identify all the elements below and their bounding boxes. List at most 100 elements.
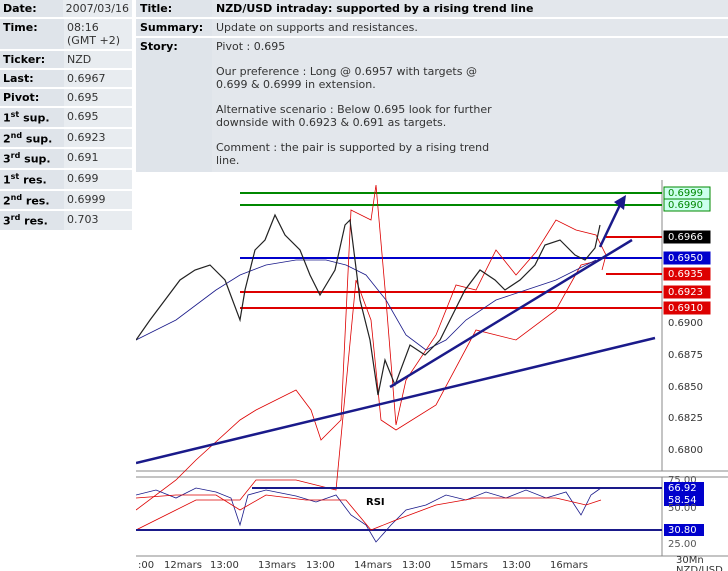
rsi-label: 66.92 — [668, 483, 697, 494]
level-box — [663, 267, 711, 281]
label: Summary: — [136, 19, 212, 36]
info-value: 2007/03/16 — [62, 0, 132, 17]
value-line: 08:16 — [67, 21, 99, 34]
ordinal-number: 2 — [3, 194, 11, 208]
x-label: 13:00 — [306, 560, 335, 571]
ordinal-suffix: st — [10, 171, 20, 181]
value-line: 2007/03/16 — [65, 2, 129, 15]
value-line: 0.6967 — [67, 72, 106, 85]
info-value: 0.699 — [64, 169, 132, 189]
story-paragraph: Alternative scenario : Below 0.695 look … — [216, 103, 492, 129]
level-label: 0.6950 — [668, 253, 703, 264]
info-value: NZD — [64, 51, 132, 68]
level-box — [663, 301, 711, 315]
axis-label: 0.6850 — [668, 382, 703, 393]
label-text: Date: — [3, 2, 37, 15]
label: Story: — [136, 38, 212, 172]
bollinger — [136, 259, 602, 531]
article: Title: NZD/USD intraday: supported by a r… — [136, 0, 728, 174]
info-label: 1st sup. — [0, 108, 64, 127]
chart-bg — [136, 180, 728, 571]
rsi-label: 30.80 — [668, 525, 697, 536]
label-text: res. — [19, 173, 47, 187]
rsi-title: RSI — [366, 497, 385, 508]
value-line: 0.699 — [67, 171, 99, 185]
ordinal-suffix: st — [10, 110, 20, 119]
info-row: 1st res. 0.699 — [0, 169, 132, 189]
summary-row: Summary: Update on supports and resistanc… — [136, 19, 728, 36]
ordinal-suffix: nd — [10, 192, 23, 202]
info-row: 2nd sup. 0.6923 — [0, 128, 132, 148]
level-label: 0.6966 — [668, 232, 703, 243]
info-label: 3rd res. — [0, 211, 64, 230]
info-value: 08:16 (GMT +2) — [64, 19, 132, 49]
rsi-label: 25.00 — [668, 539, 697, 550]
info-label: Date: — [0, 0, 63, 17]
rsi-box — [664, 524, 704, 536]
info-row: Pivot: 0.695 — [0, 89, 132, 106]
level-box — [663, 285, 711, 299]
x-label: 14mars — [354, 560, 392, 571]
level-label: 0.6990 — [668, 200, 703, 211]
info-label: Last: — [0, 70, 64, 87]
value-line: 0.695 — [67, 110, 99, 123]
axis-label: 0.6800 — [668, 445, 703, 456]
price — [136, 213, 601, 396]
level-box — [663, 198, 711, 212]
value-line: 0.703 — [67, 213, 99, 227]
title: NZD/USD intraday: supported by a rising … — [212, 0, 728, 17]
info-row: Time: 08:16 (GMT +2) — [0, 19, 132, 49]
value-line: (GMT +2) — [67, 34, 121, 47]
info-value: 0.703 — [64, 211, 132, 230]
ordinal-number: 1 — [3, 111, 11, 125]
level-label: 0.6910 — [668, 303, 703, 314]
info-value: 0.6923 — [64, 128, 132, 148]
level-box — [663, 230, 711, 244]
x-label: 13:00 — [502, 560, 531, 571]
story-paragraph: Comment : the pair is supported by a ris… — [216, 141, 490, 167]
info-table: Date: 2007/03/16 Time: 08:16 (GMT +2) Ticker:… — [0, 0, 132, 232]
label-text: sup. — [20, 152, 51, 166]
rsi-box — [664, 482, 704, 494]
arrow-head — [614, 195, 626, 210]
levels — [240, 192, 662, 309]
ordinal-suffix: nd — [10, 130, 23, 140]
x-label: 12mars — [164, 560, 202, 571]
info-row: 2nd res. 0.6999 — [0, 190, 132, 210]
info-label: 1st res. — [0, 170, 64, 189]
level-box — [663, 251, 711, 265]
pair: NZD/USD — [676, 565, 723, 571]
story-paragraph: Our preference : Long @ 0.6957 with targ… — [216, 65, 477, 91]
ordinal-suffix: rd — [10, 213, 21, 223]
level-label: 0.6923 — [668, 287, 703, 298]
ordinal-number: 3 — [3, 214, 11, 228]
info-value: 0.6999 — [64, 190, 132, 210]
info-row: Date: 2007/03/16 — [0, 0, 132, 17]
label-text: Ticker: — [3, 53, 46, 66]
info-label: Time: — [0, 19, 64, 49]
info-row: Last: 0.6967 — [0, 70, 132, 87]
label-text: res. — [22, 194, 50, 208]
label-text: sup. — [22, 132, 53, 146]
info-row: 1st sup. 0.695 — [0, 108, 132, 127]
value-line: 0.6923 — [67, 130, 106, 144]
info-label: 3rd sup. — [0, 149, 64, 168]
rsi-box — [664, 494, 704, 506]
ordinal-number: 3 — [3, 152, 11, 166]
rsi-signal — [136, 494, 602, 531]
info-label: 2nd sup. — [0, 129, 64, 148]
rsi — [136, 487, 602, 543]
info-value: 0.695 — [64, 89, 132, 106]
info-value: 0.695 — [64, 108, 132, 127]
rsi-label: 50.00 — [668, 503, 697, 514]
info-value: 0.691 — [64, 149, 132, 168]
info-value: 0.6967 — [64, 70, 132, 87]
value-line: 0.6999 — [67, 192, 106, 206]
value-line: NZD — [67, 53, 92, 66]
story-paragraph: Pivot : 0.695 — [216, 40, 286, 53]
story: Pivot : 0.695 Our preference : Long @ 0.6… — [212, 38, 728, 172]
ordinal-suffix: rd — [10, 151, 21, 161]
label-text: sup. — [19, 111, 50, 125]
axis-label: 0.6900 — [668, 318, 703, 329]
